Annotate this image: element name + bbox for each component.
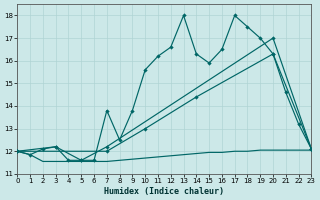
X-axis label: Humidex (Indice chaleur): Humidex (Indice chaleur): [104, 187, 224, 196]
